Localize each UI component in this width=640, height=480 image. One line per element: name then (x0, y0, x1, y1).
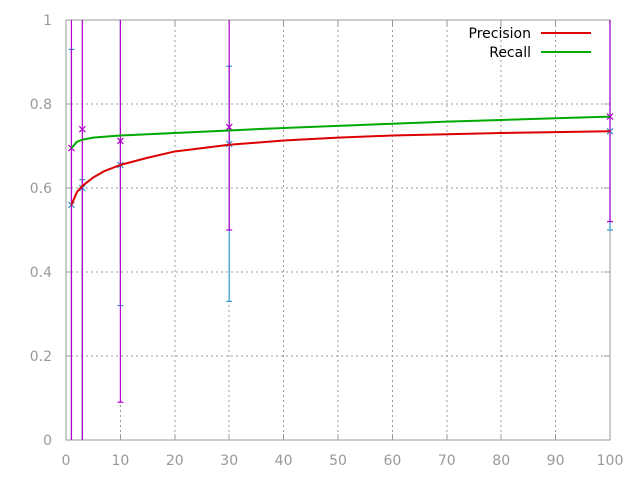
x-tick-label: 10 (111, 453, 129, 469)
series-layer (70, 115, 611, 206)
y-tick-label: 0.2 (30, 349, 52, 365)
recall-errorbar-point (116, 137, 124, 145)
y-tick-label: 1 (43, 13, 52, 29)
legend: Precision Recall (469, 26, 591, 61)
x-tick-label: 0 (62, 453, 71, 469)
x-tick-label: 50 (329, 453, 347, 469)
x-tick-label: 70 (438, 453, 456, 469)
series-line-recall (70, 115, 611, 149)
recall-errorbar-point (225, 123, 233, 131)
legend-label-recall: Recall (489, 45, 531, 61)
x-tick-label: 40 (275, 453, 293, 469)
series-line-precision (70, 130, 611, 206)
errorbar-layer (68, 20, 614, 440)
x-tick-label: 90 (547, 453, 565, 469)
legend-label-precision: Precision (469, 26, 531, 42)
x-tick-label: 30 (220, 453, 238, 469)
x-tick-label: 80 (492, 453, 510, 469)
y-tick-label: 0.6 (30, 181, 52, 197)
y-tick-label: 0.8 (30, 97, 52, 113)
recall-errorbar-point (78, 125, 86, 133)
x-tick-label: 60 (383, 453, 401, 469)
x-tick-label: 20 (166, 453, 184, 469)
grid-layer (66, 20, 610, 440)
x-tick-label: 100 (597, 453, 624, 469)
y-tick-label: 0 (43, 433, 52, 449)
axes-layer: 0 10 20 30 40 50 60 70 80 90 100 0 0.2 0.4 0.6 0.8 1 (30, 13, 624, 469)
y-tick-label: 0.4 (30, 265, 52, 281)
